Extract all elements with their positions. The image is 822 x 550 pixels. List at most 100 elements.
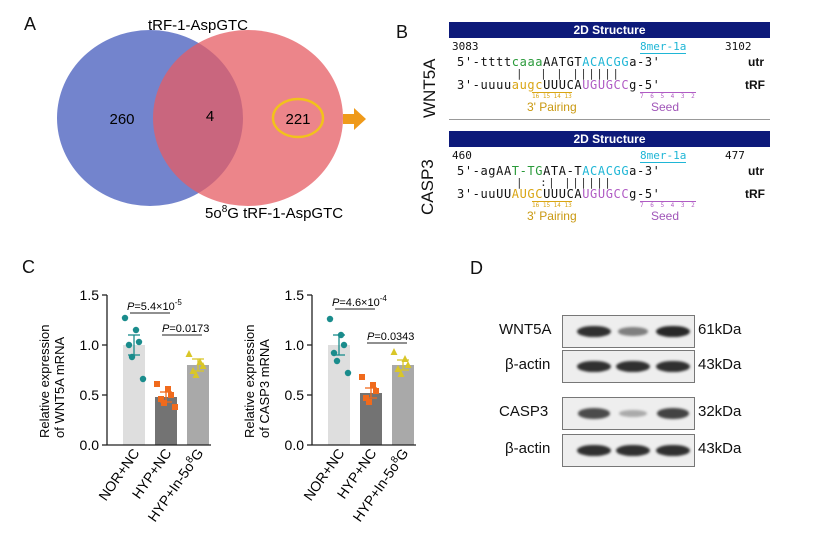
data-point (196, 358, 204, 365)
data-point (390, 348, 398, 355)
p-value-label: P=0.0173 (162, 323, 209, 335)
data-point (370, 382, 376, 388)
structure-gene-label: CASP3 (418, 159, 437, 215)
p-value-text: =5.4×10 (134, 301, 174, 313)
blot-strip (562, 350, 695, 383)
data-point (344, 369, 352, 377)
blot-size-label: 43kDa (698, 356, 742, 373)
seed-positions: 7 6 5 4 3 2 (640, 201, 697, 209)
blot-band (656, 408, 690, 419)
p-value-label: P=0.0343 (367, 331, 414, 343)
p-value-exponent: -4 (380, 294, 388, 303)
y-tick-label: 0.0 (285, 437, 305, 453)
data-point (165, 386, 171, 392)
blot-size-label: 61kDa (698, 321, 742, 338)
blot-size-label: 32kDa (698, 403, 742, 420)
data-point (404, 361, 412, 368)
data-point (189, 367, 197, 374)
y-tick-label: 1.5 (285, 287, 305, 303)
blot-band (656, 360, 690, 373)
pairing-label: 3' Pairing (527, 100, 577, 114)
data-point (132, 326, 140, 334)
site-type: 8mer-1a (640, 149, 687, 163)
chart-wnt5a: Relative expressionof WNT5A mRNA 0.0 0.5 1.… (37, 287, 211, 525)
y-axis-label-line2: of WNT5A mRNA (52, 337, 67, 438)
bar (328, 345, 350, 445)
p-value-label: P=5.4×10-5 (127, 298, 182, 313)
blot-band (577, 444, 611, 457)
data-point (359, 374, 365, 380)
pairing-bonds: | :| |||||| (500, 176, 613, 189)
blot-band (619, 409, 647, 418)
y-tick-label: 1.0 (285, 337, 305, 353)
trf-sequence: 3'-uuUUAUGCUUUCAUGUGCCg-5' (457, 187, 661, 201)
blot-band (577, 360, 611, 373)
blot-band (578, 408, 610, 419)
p-value-text: =0.0343 (374, 331, 414, 343)
panel-label-d: D (470, 258, 483, 278)
data-point (125, 341, 133, 349)
site-type: 8mer-1a (640, 40, 687, 54)
p-value-p: P (162, 323, 170, 335)
p-value-exponent: -5 (175, 298, 183, 307)
blot-strip (562, 315, 695, 348)
y-tick-label: 1.5 (80, 287, 100, 303)
y-axis-label: Relative expressionof CASP3 mRNA (242, 325, 272, 438)
panel-label-c: C (22, 257, 35, 277)
venn-top-label: tRF-1-AspGTC (148, 17, 248, 34)
y-tick-label: 0.5 (285, 387, 305, 403)
data-point (333, 357, 341, 365)
site-end: 477 (725, 149, 745, 162)
data-point (363, 395, 369, 401)
data-point (154, 381, 160, 387)
p-value-p: P (332, 297, 340, 309)
arrow-right-icon (343, 108, 366, 130)
y-axis-label-line1: Relative expression (242, 325, 257, 438)
y-axis-label: Relative expressionof WNT5A mRNA (37, 325, 67, 438)
p-value-text: =4.6×10 (339, 297, 379, 309)
structure-gene-label: WNT5A (420, 58, 439, 119)
data-point (340, 341, 348, 349)
p-value-text: =0.0173 (169, 323, 209, 335)
blot-protein-label: β-actin (505, 356, 551, 373)
structure-title: 2D Structure (449, 131, 770, 147)
y-axis-label-line1: Relative expression (37, 325, 52, 438)
trf-tag: tRF (745, 187, 765, 201)
blot-protein-label: CASP3 (499, 403, 549, 420)
bar (392, 365, 414, 445)
utr-sequence: 5'-agAAT-TGATA-TACACGGa-3' (457, 164, 661, 178)
pairing-label: 3' Pairing (527, 209, 577, 223)
data-point (161, 400, 167, 406)
seed-label: Seed (651, 209, 680, 223)
data-point (330, 349, 338, 357)
site-end: 3102 (725, 40, 752, 53)
blot-protein-label: WNT5A (499, 321, 552, 338)
data-point (121, 314, 129, 322)
x-tick-label-sup: 8 (184, 454, 196, 465)
blot-strip (562, 434, 695, 467)
panel-label-b: B (396, 22, 409, 42)
data-point (185, 350, 193, 357)
blot-band (656, 325, 690, 338)
y-tick-label: 0.0 (80, 437, 100, 453)
data-point (139, 375, 147, 383)
blot-band (618, 327, 648, 336)
y-axis-label-line2: of CASP3 mRNA (257, 339, 272, 438)
seed-positions: 7 6 5 4 3 2 (640, 92, 697, 100)
data-point (373, 388, 379, 394)
data-point (366, 399, 372, 405)
utr-tag: utr (748, 164, 764, 178)
pairing-positions: 16 15 14 13 (532, 92, 572, 100)
trf-tag: tRF (745, 78, 765, 92)
structure-title: 2D Structure (449, 22, 770, 38)
site-start: 3083 (452, 40, 479, 53)
data-point (199, 362, 207, 369)
venn-bottom-label: 5o8G tRF-1-AspGTC (205, 204, 343, 222)
utr-sequence: 5'-ttttcaaaAATGTACACGGa-3' (457, 55, 661, 69)
bar (187, 365, 209, 445)
venn-circle-right (153, 30, 343, 206)
blot-band (616, 444, 650, 457)
data-point (135, 338, 143, 346)
utr-tag: utr (748, 55, 764, 69)
y-tick-label: 0.5 (80, 387, 100, 403)
